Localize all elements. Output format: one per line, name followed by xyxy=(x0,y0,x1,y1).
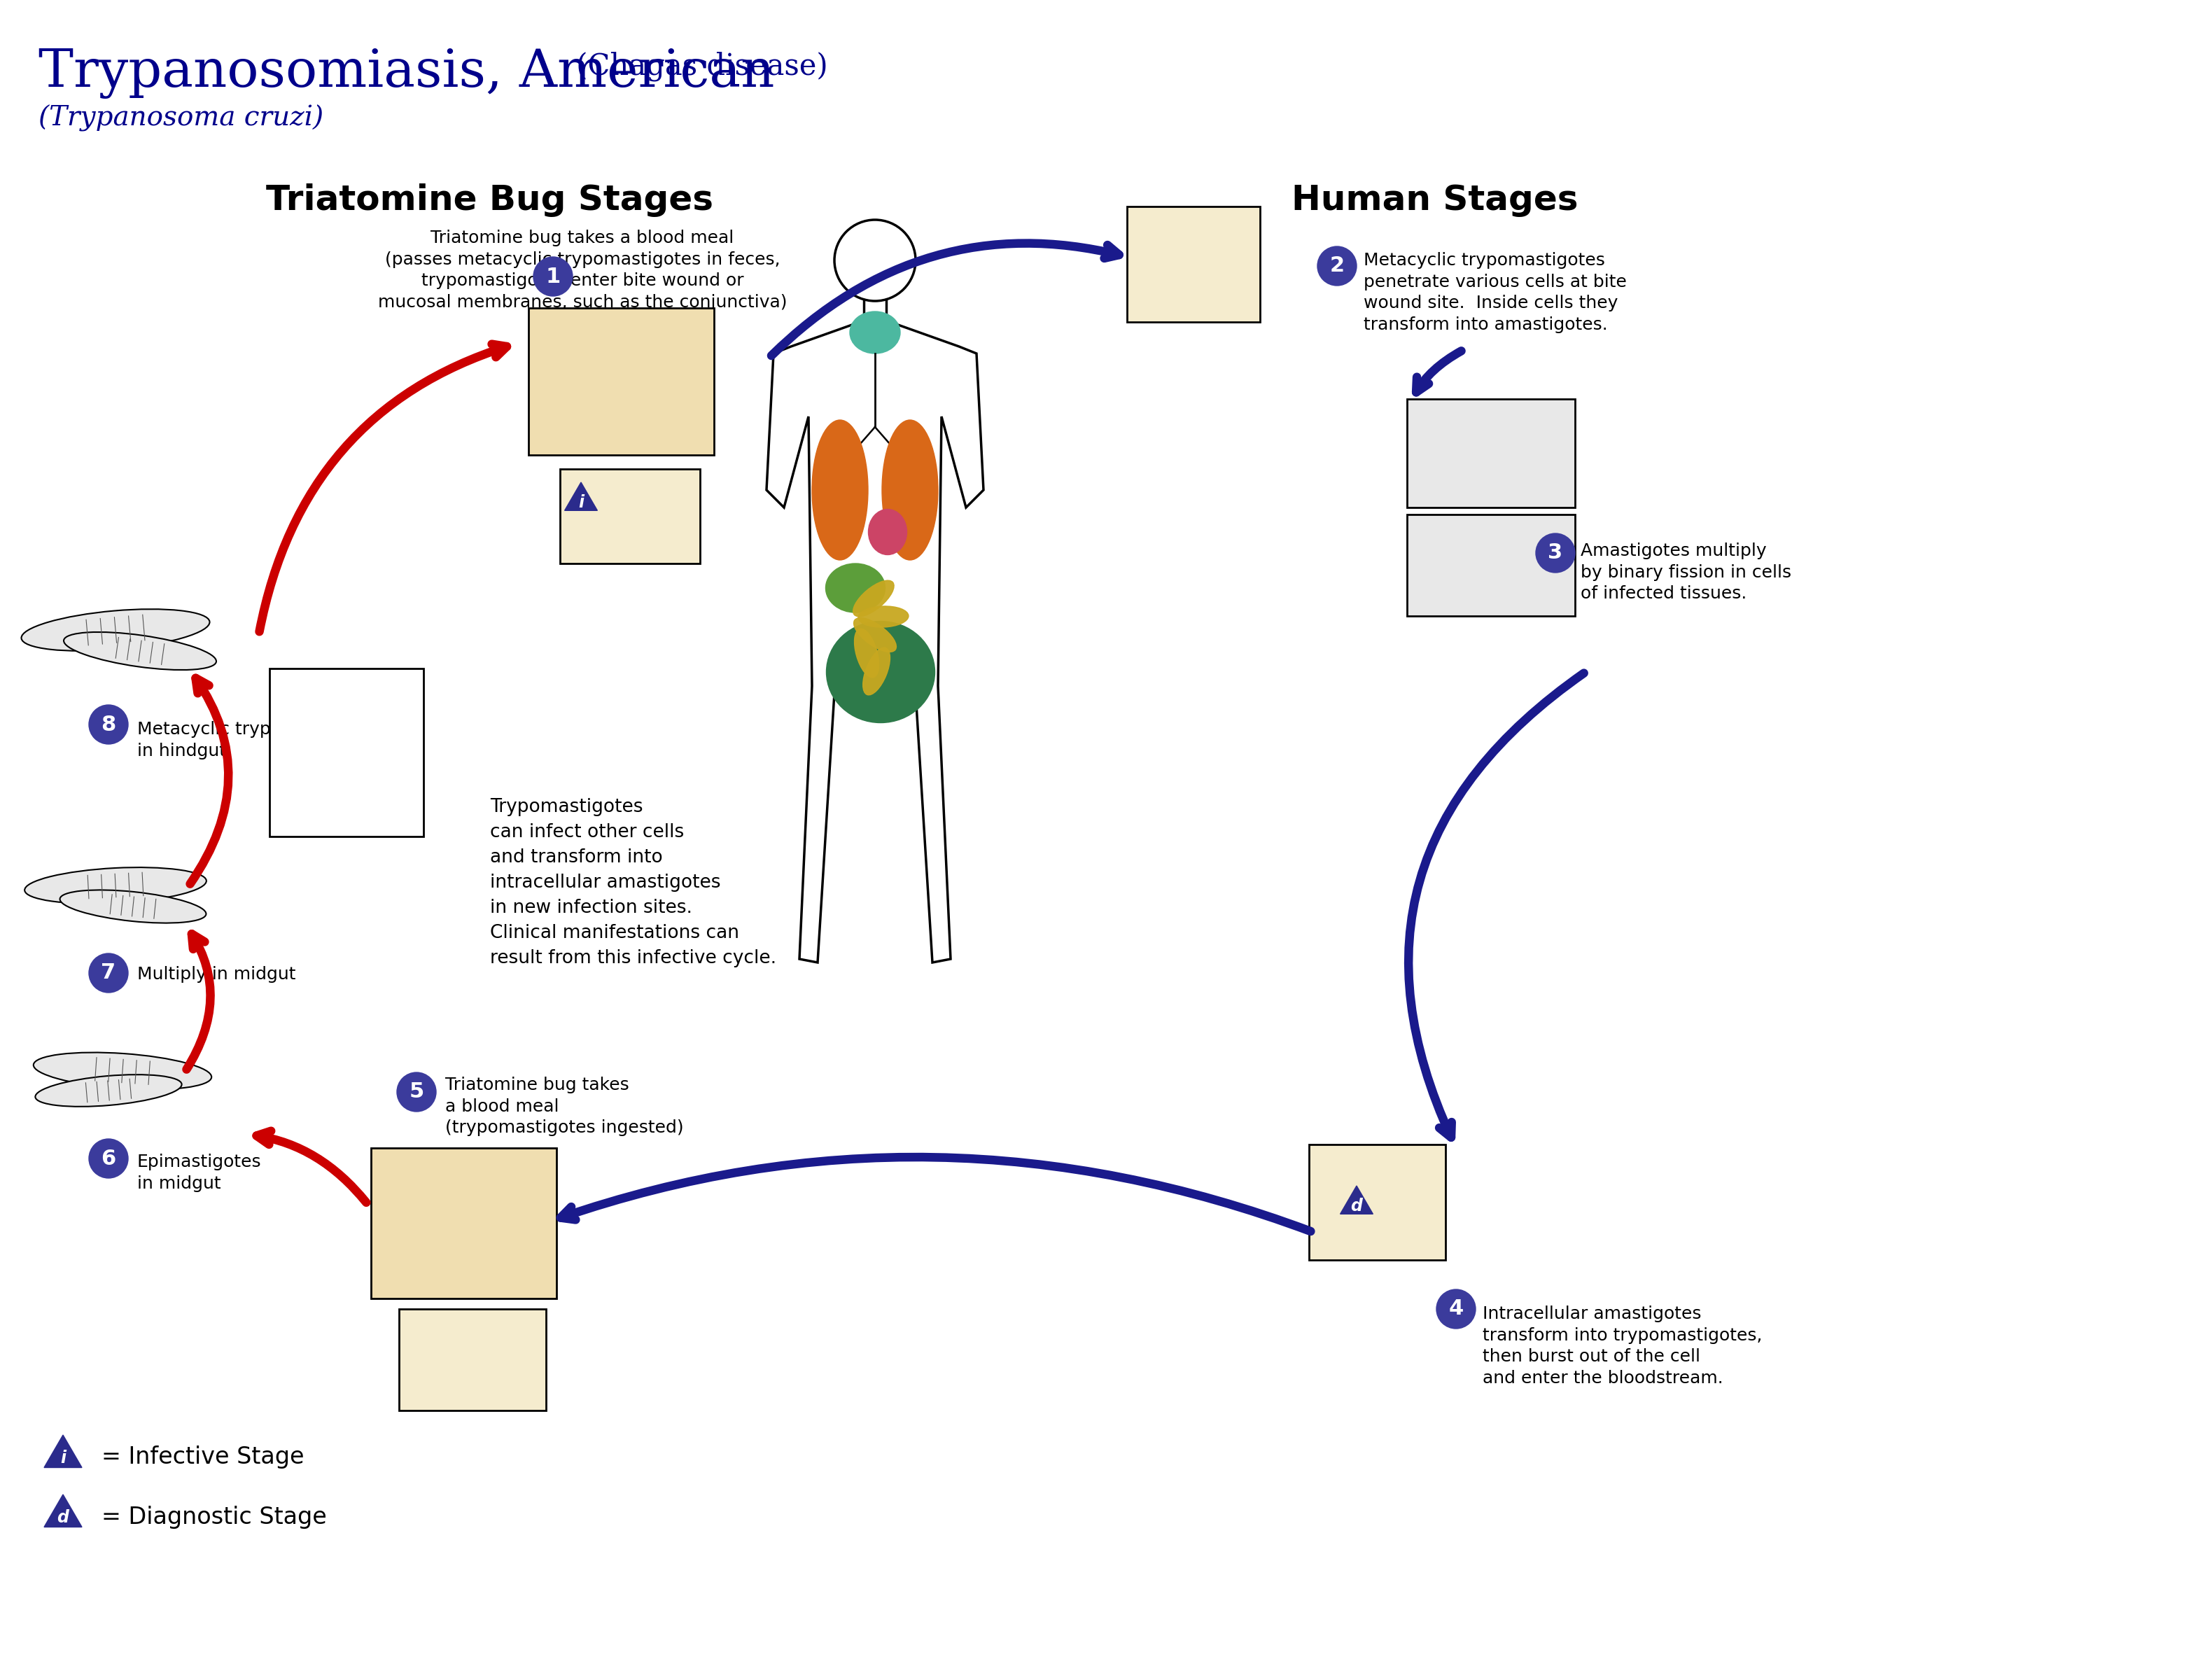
Circle shape xyxy=(88,953,128,993)
Ellipse shape xyxy=(858,606,908,627)
Text: 7: 7 xyxy=(101,963,117,983)
FancyBboxPatch shape xyxy=(529,307,714,455)
FancyBboxPatch shape xyxy=(269,669,423,837)
FancyBboxPatch shape xyxy=(399,1309,547,1411)
Circle shape xyxy=(1537,534,1574,573)
Ellipse shape xyxy=(35,1075,181,1107)
Circle shape xyxy=(88,706,128,744)
Text: 1: 1 xyxy=(545,267,560,287)
Text: 4: 4 xyxy=(1449,1299,1464,1319)
Text: = Infective Stage: = Infective Stage xyxy=(101,1446,304,1468)
Text: 8: 8 xyxy=(101,714,117,734)
Ellipse shape xyxy=(853,628,880,677)
Polygon shape xyxy=(564,482,598,511)
Ellipse shape xyxy=(811,420,869,559)
Ellipse shape xyxy=(33,1052,212,1090)
Text: (Chagas disease): (Chagas disease) xyxy=(567,50,827,81)
Circle shape xyxy=(1435,1290,1475,1329)
Polygon shape xyxy=(44,1435,82,1468)
FancyBboxPatch shape xyxy=(1407,514,1574,617)
Text: d: d xyxy=(1352,1198,1363,1215)
Polygon shape xyxy=(767,321,983,963)
Text: 2: 2 xyxy=(1330,255,1345,276)
Text: Amastigotes multiply
by binary fission in cells
of infected tissues.: Amastigotes multiply by binary fission i… xyxy=(1581,543,1790,601)
Text: Triatomine bug takes a blood meal
(passes metacyclic trypomastigotes in feces,
t: Triatomine bug takes a blood meal (passe… xyxy=(377,230,787,311)
Text: Trypanosomiasis, American: Trypanosomiasis, American xyxy=(37,47,774,99)
Ellipse shape xyxy=(60,890,205,922)
FancyBboxPatch shape xyxy=(1407,398,1574,507)
Ellipse shape xyxy=(882,420,937,559)
Text: Multiply in midgut: Multiply in midgut xyxy=(137,966,295,983)
Circle shape xyxy=(534,257,573,296)
Ellipse shape xyxy=(827,622,935,722)
Text: Human Stages: Human Stages xyxy=(1292,183,1579,217)
Text: Epimastigotes
in midgut: Epimastigotes in midgut xyxy=(137,1154,262,1191)
Text: Triatomine bug takes
a blood meal
(trypomastigotes ingested): Triatomine bug takes a blood meal (trypo… xyxy=(445,1077,684,1136)
Text: Metacyclic trypomastigotes
penetrate various cells at bite
wound site.  Inside c: Metacyclic trypomastigotes penetrate var… xyxy=(1363,252,1627,333)
Ellipse shape xyxy=(22,610,209,650)
Text: (Trypanosoma cruzi): (Trypanosoma cruzi) xyxy=(37,104,324,133)
Circle shape xyxy=(397,1072,437,1112)
Polygon shape xyxy=(1341,1186,1374,1215)
Text: 6: 6 xyxy=(101,1149,117,1169)
Ellipse shape xyxy=(849,311,900,353)
FancyBboxPatch shape xyxy=(560,469,699,563)
FancyBboxPatch shape xyxy=(370,1147,556,1299)
FancyBboxPatch shape xyxy=(1310,1144,1446,1260)
Text: i: i xyxy=(578,494,584,511)
Text: 3: 3 xyxy=(1548,543,1563,563)
Text: Metacyclic trypomastigotes
in hindgut: Metacyclic trypomastigotes in hindgut xyxy=(137,721,379,759)
Text: i: i xyxy=(60,1450,66,1467)
Text: 5: 5 xyxy=(410,1082,423,1102)
Ellipse shape xyxy=(869,509,906,554)
Text: = Diagnostic Stage: = Diagnostic Stage xyxy=(101,1505,326,1529)
FancyBboxPatch shape xyxy=(1127,207,1259,323)
Ellipse shape xyxy=(24,867,207,904)
Text: Triatomine Bug Stages: Triatomine Bug Stages xyxy=(267,183,714,217)
Circle shape xyxy=(88,1139,128,1178)
Polygon shape xyxy=(44,1495,82,1527)
Ellipse shape xyxy=(853,580,893,617)
Ellipse shape xyxy=(825,563,884,613)
Ellipse shape xyxy=(853,618,895,652)
Text: d: d xyxy=(57,1509,68,1525)
Ellipse shape xyxy=(64,632,216,670)
Text: Intracellular amastigotes
transform into trypomastigotes,
then burst out of the : Intracellular amastigotes transform into… xyxy=(1482,1305,1762,1386)
Circle shape xyxy=(1316,247,1356,286)
Text: Trypomastigotes
can infect other cells
and transform into
intracellular amastigo: Trypomastigotes can infect other cells a… xyxy=(490,798,776,968)
Ellipse shape xyxy=(862,647,891,696)
